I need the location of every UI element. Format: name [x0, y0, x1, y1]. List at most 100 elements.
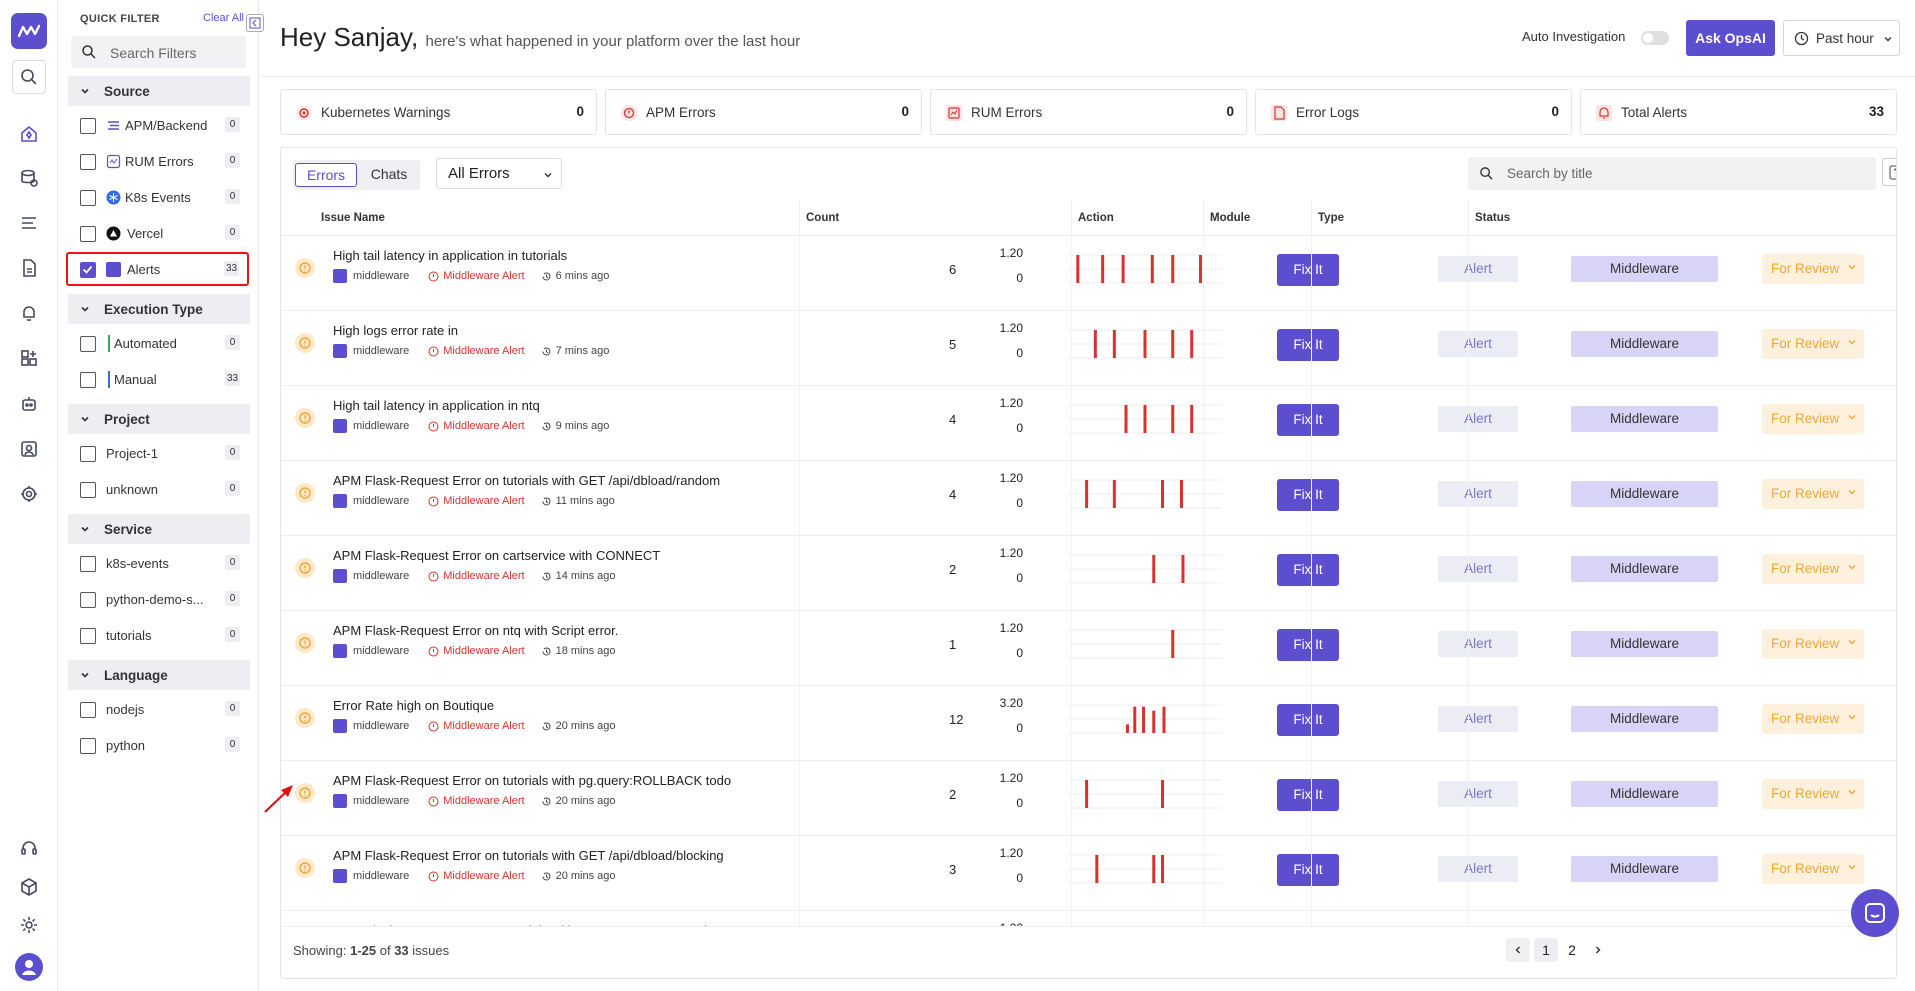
page-2-button[interactable]: 2: [1568, 942, 1576, 958]
fix-it-button[interactable]: Fix It: [1277, 254, 1339, 286]
user-avatar[interactable]: [15, 953, 43, 981]
section-service[interactable]: Service: [68, 514, 250, 544]
column-type[interactable]: Type: [1318, 212, 1344, 224]
checkbox[interactable]: [80, 372, 96, 388]
table-row[interactable]: High tail latency in application in tuto…: [281, 236, 1896, 311]
table-row[interactable]: APM Flask-Request Error on ntq with Scri…: [281, 611, 1896, 686]
filter-item-vercel[interactable]: Vercel 0: [68, 218, 250, 248]
user-monitor-icon[interactable]: [13, 433, 45, 465]
checkbox[interactable]: [80, 702, 96, 718]
auto-investigation-toggle[interactable]: [1641, 31, 1669, 45]
status-select[interactable]: For Review: [1762, 854, 1864, 884]
error-filter-select[interactable]: All Errors: [436, 158, 562, 189]
filter-search-input[interactable]: Search Filters: [71, 36, 246, 68]
issue-title[interactable]: APM Flask-Request Error on ntq with Scri…: [333, 623, 619, 638]
status-select[interactable]: For Review: [1762, 479, 1864, 509]
page-1-button[interactable]: 1: [1534, 938, 1558, 962]
table-row[interactable]: Error Rate high on Boutique middleware Mid…: [281, 686, 1896, 761]
section-execution-type[interactable]: Execution Type: [68, 294, 250, 324]
column-module[interactable]: Module: [1210, 212, 1251, 224]
dashboards-icon[interactable]: [13, 342, 45, 374]
issue-title[interactable]: APM Flask-Request Error on tutorials wit…: [333, 773, 732, 788]
checkbox[interactable]: [80, 118, 96, 134]
column-issue-name[interactable]: Issue Name: [321, 212, 385, 224]
home-ai-icon[interactable]: [13, 118, 45, 150]
issue-title[interactable]: Error Rate high on Boutique: [333, 698, 495, 713]
search-icon[interactable]: [12, 60, 46, 94]
fix-it-button[interactable]: Fix It: [1277, 554, 1339, 586]
summary-card[interactable]: Error Logs 0: [1255, 89, 1572, 135]
fix-it-button[interactable]: Fix It: [1277, 704, 1339, 736]
issue-title[interactable]: High tail latency in application in ntq: [333, 398, 540, 413]
package-icon[interactable]: [13, 871, 45, 903]
filter-item-tutorials[interactable]: tutorials 0: [68, 620, 250, 650]
issue-title[interactable]: High tail latency in application in tuto…: [333, 248, 568, 263]
checkbox[interactable]: [80, 628, 96, 644]
time-range-select[interactable]: Past hour: [1783, 20, 1900, 56]
prev-page-button[interactable]: [1506, 938, 1530, 962]
section-source[interactable]: Source: [68, 76, 250, 106]
checkbox[interactable]: [80, 154, 96, 170]
table-row[interactable]: APM Flask-Request Error on tutorials wit…: [281, 911, 1896, 926]
table-row[interactable]: APM Flask-Request Error on tutorials wit…: [281, 836, 1896, 911]
table-row[interactable]: High tail latency in application in ntq m…: [281, 386, 1896, 461]
fix-it-button[interactable]: Fix It: [1277, 404, 1339, 436]
support-icon[interactable]: [13, 832, 45, 864]
filter-item-k8s-events-service[interactable]: k8s-events 0: [68, 548, 250, 578]
document-icon[interactable]: [13, 252, 45, 284]
filter-item-rum-errors[interactable]: RUM Errors 0: [68, 146, 250, 176]
table-row[interactable]: APM Flask-Request Error on tutorials wit…: [281, 461, 1896, 536]
checkbox[interactable]: [80, 190, 96, 206]
ask-opsai-button[interactable]: Ask OpsAI: [1686, 20, 1775, 56]
fix-it-button[interactable]: Fix It: [1277, 629, 1339, 661]
filter-item-python-demo[interactable]: python-demo-s... 0: [68, 584, 250, 614]
filter-item-python[interactable]: python 0: [68, 730, 250, 760]
issue-title[interactable]: APM Flask-Request Error on tutorials wit…: [333, 848, 724, 863]
fix-it-button[interactable]: Fix It: [1277, 854, 1339, 886]
checkbox[interactable]: [80, 446, 96, 462]
column-status[interactable]: Status: [1475, 212, 1511, 224]
checkbox[interactable]: [80, 738, 96, 754]
section-language[interactable]: Language: [68, 660, 250, 690]
issue-title[interactable]: APM Flask-Request Error on tutorials wit…: [333, 473, 721, 488]
clear-all-link[interactable]: Clear All: [203, 12, 244, 24]
filter-item-unknown[interactable]: unknown 0: [68, 474, 250, 504]
integrations-icon[interactable]: [13, 478, 45, 510]
checkbox-checked[interactable]: [80, 262, 96, 278]
issue-title[interactable]: High logs error rate in: [333, 323, 458, 338]
summary-card[interactable]: Kubernetes Warnings 0: [280, 89, 597, 135]
help-icon[interactable]: [1882, 158, 1896, 186]
table-row[interactable]: APM Flask-Request Error on cartservice w…: [281, 536, 1896, 611]
filter-item-nodejs[interactable]: nodejs 0: [68, 694, 250, 724]
filter-item-manual[interactable]: Manual 33: [68, 364, 250, 394]
checkbox[interactable]: [80, 556, 96, 572]
status-select[interactable]: For Review: [1762, 254, 1864, 284]
status-select[interactable]: For Review: [1762, 779, 1864, 809]
issue-title[interactable]: APM Flask-Request Error on tutorials wit…: [333, 923, 714, 926]
filter-item-apm-backend[interactable]: APM/Backend 0: [68, 110, 250, 140]
chat-support-button[interactable]: [1851, 889, 1899, 937]
status-select[interactable]: For Review: [1762, 629, 1864, 659]
checkbox[interactable]: [80, 336, 96, 352]
filter-item-automated[interactable]: Automated 0: [68, 328, 250, 358]
tab-errors[interactable]: Errors: [295, 163, 357, 187]
summary-card[interactable]: RUM Errors 0: [930, 89, 1247, 135]
bot-icon[interactable]: [13, 388, 45, 420]
summary-card[interactable]: APM Errors 0: [605, 89, 922, 135]
section-project[interactable]: Project: [68, 404, 250, 434]
issue-title[interactable]: APM Flask-Request Error on cartservice w…: [333, 548, 661, 563]
collapse-panel-icon[interactable]: [246, 14, 264, 32]
logs-icon[interactable]: [13, 207, 45, 239]
infrastructure-icon[interactable]: [13, 162, 45, 194]
next-page-button[interactable]: [1586, 938, 1610, 962]
checkbox[interactable]: [80, 592, 96, 608]
table-row[interactable]: High logs error rate in middleware Middlew…: [281, 311, 1896, 386]
filter-item-alerts[interactable]: Alerts 33: [66, 252, 249, 286]
fix-it-button[interactable]: Fix It: [1277, 329, 1339, 361]
status-select[interactable]: For Review: [1762, 329, 1864, 359]
checkbox[interactable]: [80, 226, 96, 242]
checkbox[interactable]: [80, 482, 96, 498]
fix-it-button[interactable]: Fix It: [1277, 479, 1339, 511]
status-select[interactable]: For Review: [1762, 704, 1864, 734]
alerts-icon[interactable]: [13, 297, 45, 329]
